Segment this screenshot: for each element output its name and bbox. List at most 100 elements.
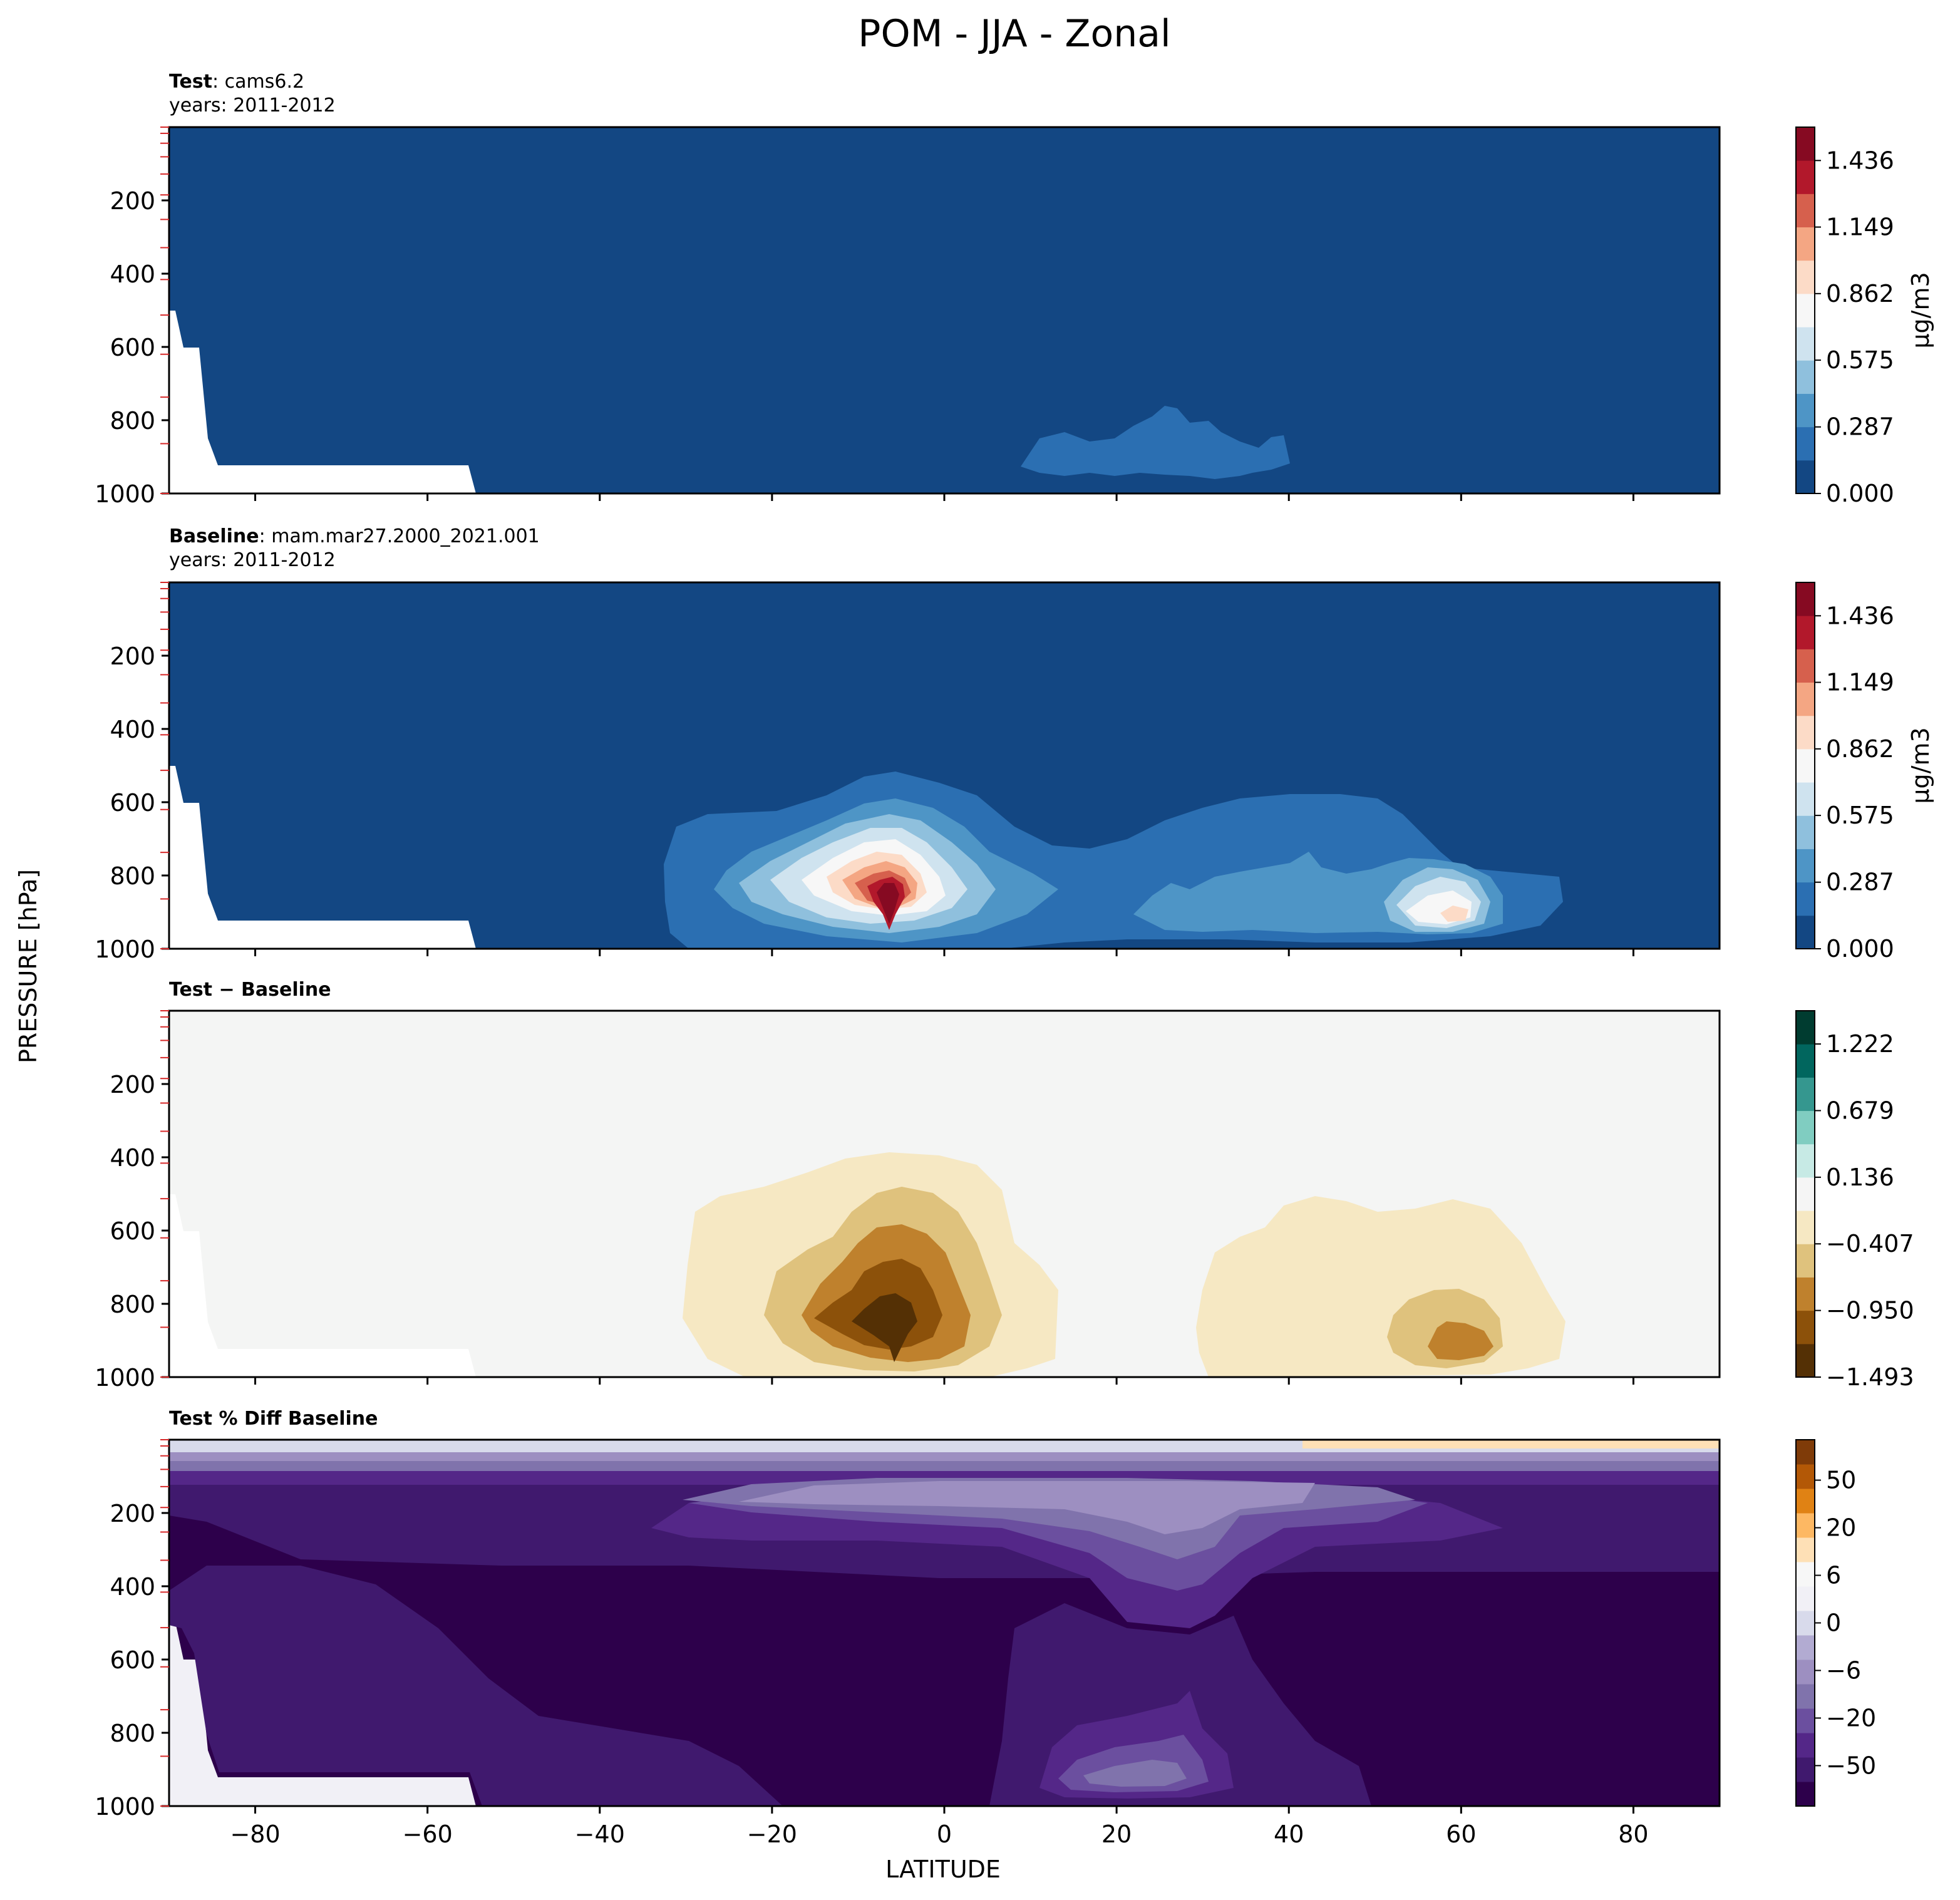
colorbar-tick-label: 0.862 <box>1826 735 1894 763</box>
panel-baseline-missing-region <box>169 766 476 949</box>
panel-baseline-ytick-label: 400 <box>110 716 155 743</box>
colorbar-segment <box>1796 1489 1815 1514</box>
colorbar-segment <box>1796 426 1815 461</box>
colorbar-segment <box>1796 1684 1815 1709</box>
colorbar-segment <box>1796 782 1815 816</box>
panel-test-contour-low <box>1021 406 1290 479</box>
colorbar-segment <box>1796 160 1815 194</box>
panel-diff-ytick-label: 600 <box>110 1217 155 1245</box>
xtick-label: −20 <box>747 1820 797 1848</box>
colorbar-segment <box>1796 1343 1815 1378</box>
colorbar-segment <box>1796 460 1815 494</box>
panel-baseline-plot <box>169 582 1720 949</box>
colorbar-segment <box>1796 1464 1815 1489</box>
panel-baseline-ytick-label: 200 <box>110 643 155 670</box>
panel-baseline-ytick-label: 600 <box>110 789 155 817</box>
colorbar-tick-label: −0.407 <box>1826 1230 1914 1257</box>
colorbar-segment <box>1796 127 1815 161</box>
colorbar-segment <box>1796 1562 1815 1587</box>
panel-pctdiff-ytick-label: 200 <box>110 1500 155 1527</box>
colorbar-segment <box>1796 194 1815 228</box>
colorbar-segment <box>1796 915 1815 949</box>
colorbar-tick-label: 6 <box>1826 1562 1841 1589</box>
colorbar-segment <box>1796 1011 1815 1045</box>
colorbar-segment <box>1796 1144 1815 1178</box>
colorbar-segment <box>1796 882 1815 916</box>
colorbar-segment <box>1796 1611 1815 1636</box>
panel-baseline-nh-level-6 <box>1440 906 1468 922</box>
colorbar-segment <box>1796 616 1815 649</box>
panel-pctdiff-colorbar: −50 −20 −6 0 6 20 50 <box>1795 1439 1876 1807</box>
xtick-label: −80 <box>230 1820 280 1848</box>
colorbar-segment <box>1796 1586 1815 1611</box>
colorbar-segment <box>1796 260 1815 294</box>
panel-baseline-ytick-label: 1000 <box>95 936 155 963</box>
panel-pctdiff-ytick-label: 800 <box>110 1720 155 1747</box>
colorbar-frame <box>1795 582 1815 949</box>
panel-diff-level-5 <box>852 1293 917 1362</box>
xtick-label: −40 <box>575 1820 625 1848</box>
panel-baseline-subtitle: years: 2011-2012 <box>169 549 336 571</box>
colorbar-segment <box>1796 715 1815 750</box>
colorbar-tick-label: 1.436 <box>1826 147 1894 174</box>
colorbar-tick-label: 1.436 <box>1826 602 1894 629</box>
panel-diff-ytick-label: 1000 <box>95 1364 155 1391</box>
colorbar-tick-label: 0.862 <box>1826 280 1894 307</box>
colorbar-tick-label: 20 <box>1826 1514 1856 1542</box>
panel-test-title: Test: cams6.2 <box>169 71 304 93</box>
panel-test-ytick-label: 400 <box>110 261 155 288</box>
panel-diff-ytick-label: 200 <box>110 1071 155 1098</box>
xtick-label: 60 <box>1446 1820 1476 1848</box>
panel-pctdiff-plot <box>169 1440 1720 1806</box>
panel-pctdiff-lower-tropics-4 <box>1083 1760 1187 1787</box>
colorbar-segment <box>1796 1782 1815 1807</box>
panel-baseline-title-text: : mam.mar27.2000_2021.001 <box>259 525 540 547</box>
panel-diff-missing-region <box>169 1194 476 1377</box>
colorbar-tick-label: 0.575 <box>1826 802 1894 829</box>
colorbar-segment <box>1796 1733 1815 1758</box>
colorbar-tick-label: 0.287 <box>1826 869 1894 896</box>
colorbar-tick-label: 0.000 <box>1826 935 1894 963</box>
panel-diff-plot <box>169 1011 1720 1377</box>
colorbar-segment <box>1796 1177 1815 1211</box>
colorbar-frame <box>1795 126 1815 494</box>
xtick-label: 80 <box>1618 1820 1648 1848</box>
colorbar-tick-label: 1.149 <box>1826 669 1894 696</box>
panel-baseline-title: Baseline: mam.mar27.2000_2021.001 <box>169 525 540 547</box>
panel-baseline-ytick-label: 800 <box>110 862 155 890</box>
panel-test-title-text: : cams6.2 <box>212 71 304 93</box>
colorbar-segment <box>1796 327 1815 361</box>
colorbar-segment <box>1796 1044 1815 1078</box>
panel-baseline-level-10 <box>877 883 899 924</box>
panel-pctdiff-ytick-label: 400 <box>110 1573 155 1601</box>
colorbar-tick-label: −50 <box>1826 1752 1876 1779</box>
panel-pctdiff-missing-edge <box>169 1622 476 1806</box>
colorbar-tick-label: 0.000 <box>1826 480 1894 507</box>
colorbar-segment <box>1796 1077 1815 1112</box>
colorbar-label: μg/m3 <box>1907 272 1934 348</box>
panel-test-ytick-label: 200 <box>110 187 155 215</box>
colorbar-segment <box>1796 1513 1815 1538</box>
panel-test-ytick-label: 600 <box>110 334 155 361</box>
panel-diff-title: Test − Baseline <box>169 979 331 1001</box>
panel-pctdiff-lower-left <box>169 1566 783 1806</box>
colorbar-segment <box>1796 849 1815 883</box>
xtick-label: 20 <box>1101 1820 1132 1848</box>
colorbar-segment <box>1796 582 1815 616</box>
colorbar-segment <box>1796 360 1815 394</box>
panel-pctdiff-ytick-label: 1000 <box>95 1793 155 1820</box>
colorbar-tick-label: −0.950 <box>1826 1297 1914 1324</box>
colorbar-segment <box>1796 1277 1815 1311</box>
panel-diff-nh-level-3 <box>1428 1321 1493 1360</box>
panel-baseline-title-bold: Baseline <box>169 525 259 547</box>
panel-test-plot <box>169 127 1720 493</box>
colorbar-tick-label: 1.222 <box>1826 1030 1894 1058</box>
colorbar-segment <box>1796 293 1815 328</box>
colorbar-segment <box>1796 1310 1815 1345</box>
colorbar-segment <box>1796 1211 1815 1244</box>
colorbar-tick-label: 0 <box>1826 1609 1841 1637</box>
colorbar-tick-label: 0.679 <box>1826 1097 1894 1124</box>
colorbar-segment <box>1796 1757 1815 1782</box>
panel-test-colorbar: 0.000 0.287 0.575 0.862 1.149 1.436 μg/m3 <box>1795 126 1934 507</box>
